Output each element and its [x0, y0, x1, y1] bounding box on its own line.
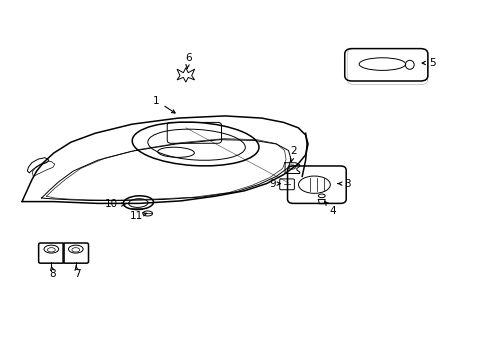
Text: 2: 2 [289, 146, 296, 162]
Text: 1: 1 [153, 96, 175, 113]
Text: 10: 10 [105, 199, 124, 210]
Text: 7: 7 [74, 266, 81, 279]
Text: 11: 11 [130, 211, 146, 221]
Text: 5: 5 [421, 58, 435, 68]
Text: 8: 8 [49, 266, 56, 279]
Text: 6: 6 [184, 53, 191, 68]
Text: 3: 3 [338, 179, 350, 189]
Text: 9: 9 [269, 179, 280, 189]
Text: 4: 4 [324, 201, 335, 216]
